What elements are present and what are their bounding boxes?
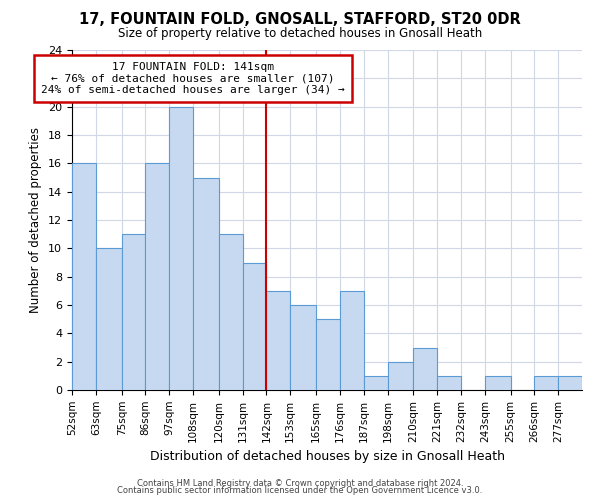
Text: 17, FOUNTAIN FOLD, GNOSALL, STAFFORD, ST20 0DR: 17, FOUNTAIN FOLD, GNOSALL, STAFFORD, ST… bbox=[79, 12, 521, 28]
Bar bbox=[169, 106, 193, 390]
Bar bbox=[485, 376, 511, 390]
Text: Size of property relative to detached houses in Gnosall Heath: Size of property relative to detached ho… bbox=[118, 28, 482, 40]
Bar bbox=[364, 376, 388, 390]
Text: 17 FOUNTAIN FOLD: 141sqm
← 76% of detached houses are smaller (107)
24% of semi-: 17 FOUNTAIN FOLD: 141sqm ← 76% of detach… bbox=[41, 62, 345, 95]
Bar bbox=[145, 164, 169, 390]
Text: Contains HM Land Registry data © Crown copyright and database right 2024.: Contains HM Land Registry data © Crown c… bbox=[137, 478, 463, 488]
Bar bbox=[413, 348, 437, 390]
Bar bbox=[96, 248, 122, 390]
Bar bbox=[340, 291, 364, 390]
Text: Contains public sector information licensed under the Open Government Licence v3: Contains public sector information licen… bbox=[118, 486, 482, 495]
Bar bbox=[316, 319, 340, 390]
Y-axis label: Number of detached properties: Number of detached properties bbox=[29, 127, 43, 313]
Bar bbox=[290, 305, 316, 390]
Bar bbox=[72, 164, 96, 390]
Bar bbox=[122, 234, 145, 390]
Bar bbox=[193, 178, 219, 390]
Bar bbox=[219, 234, 243, 390]
X-axis label: Distribution of detached houses by size in Gnosall Heath: Distribution of detached houses by size … bbox=[149, 450, 505, 463]
Bar bbox=[535, 376, 558, 390]
Bar bbox=[388, 362, 413, 390]
Bar bbox=[243, 262, 266, 390]
Bar bbox=[558, 376, 582, 390]
Bar bbox=[266, 291, 290, 390]
Bar bbox=[437, 376, 461, 390]
